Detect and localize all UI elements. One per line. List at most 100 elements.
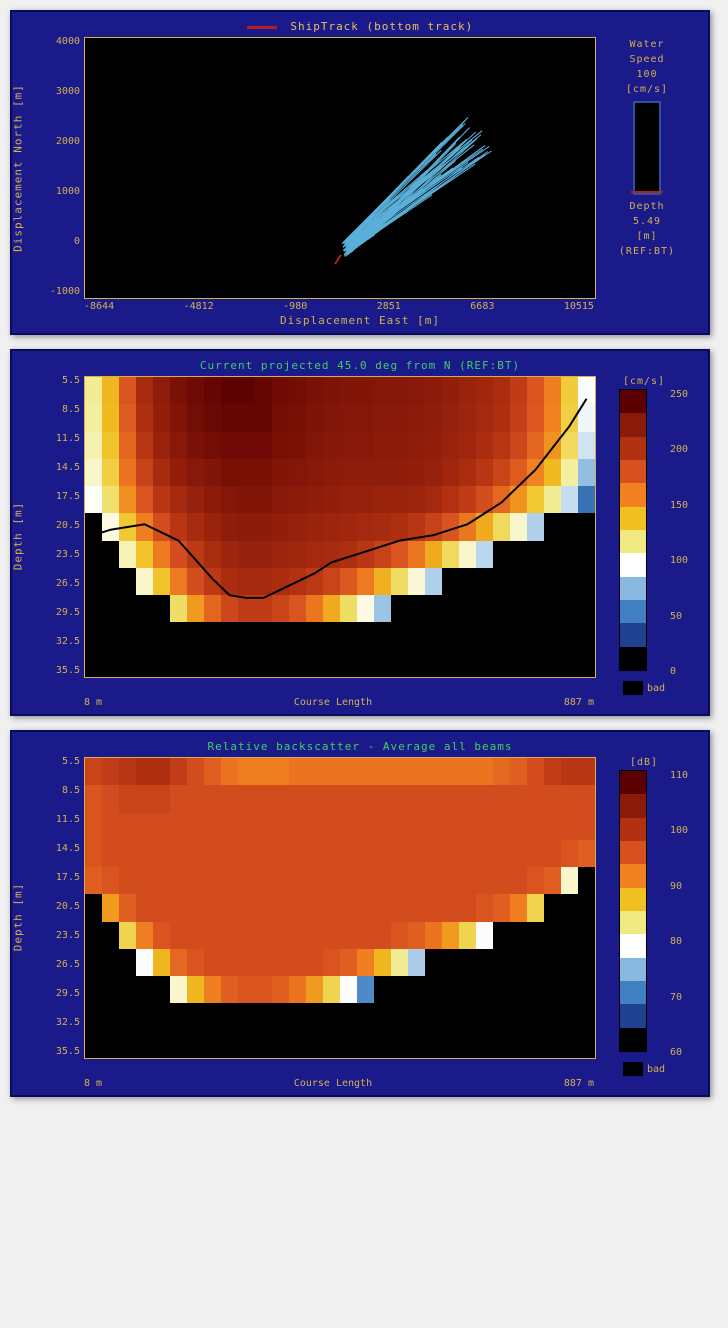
- heatmap-cell: [544, 894, 561, 921]
- heatmap-cell: [493, 785, 510, 812]
- heatmap-cell: [527, 785, 544, 812]
- heatmap-cell: [221, 758, 238, 785]
- heatmap-cell: [408, 840, 425, 867]
- heatmap-cell: [187, 1031, 204, 1058]
- panel2-xlabel: Course Length: [294, 697, 372, 708]
- heatmap-cell: [153, 1031, 170, 1058]
- panel1-side: Water Speed 100 [cm/s] Depth 5.49 [m] (R…: [596, 37, 692, 299]
- heatmap-cell: [238, 949, 255, 976]
- panel1-ylabel-col: Displacement North [m]: [18, 37, 40, 299]
- panel2-bad-label: bad: [647, 683, 665, 694]
- heatmap-cell: [238, 840, 255, 867]
- heatmap-cell: [544, 922, 561, 949]
- depth-unit: [m]: [602, 229, 692, 244]
- colorbar-tick: 60: [670, 1047, 688, 1058]
- panel1-xlabel: Displacement East [m]: [18, 314, 702, 327]
- ytick: 11.5: [40, 815, 80, 825]
- heatmap-cell: [221, 813, 238, 840]
- heatmap-cell: [374, 840, 391, 867]
- heatmap-cell: [442, 922, 459, 949]
- heatmap-cell: [544, 867, 561, 894]
- heatmap-cell: [544, 1003, 561, 1030]
- heatmap-cell: [357, 840, 374, 867]
- heatmap-cell: [391, 976, 408, 1003]
- heatmap-cell: [527, 1031, 544, 1058]
- heatmap-cell: [578, 922, 595, 949]
- heatmap-cell: [527, 813, 544, 840]
- heatmap-cell: [238, 894, 255, 921]
- panel3-ylabel-col: Depth [m]: [18, 757, 40, 1076]
- heatmap-cell: [272, 1031, 289, 1058]
- heatmap-cell: [459, 922, 476, 949]
- colorbar-segment: [620, 553, 646, 576]
- heatmap-cell: [255, 894, 272, 921]
- ytick: 14.5: [40, 844, 80, 854]
- heatmap-cell: [391, 949, 408, 976]
- panel2-ylabel: Depth [m]: [12, 501, 25, 570]
- heatmap-cell: [204, 1003, 221, 1030]
- ytick: 32.5: [40, 1018, 80, 1028]
- colorbar-segment: [620, 981, 646, 1004]
- heatmap-cell: [374, 785, 391, 812]
- ytick: 17.5: [40, 492, 80, 502]
- heatmap-cell: [510, 813, 527, 840]
- heatmap-cell: [255, 785, 272, 812]
- colorbar-segment: [620, 390, 646, 413]
- heatmap-cell: [408, 813, 425, 840]
- heatmap-cell: [102, 758, 119, 785]
- colorbar-segment: [620, 911, 646, 934]
- heatmap-cell: [153, 867, 170, 894]
- ytick: 26.5: [40, 579, 80, 589]
- heatmap-cell: [357, 1031, 374, 1058]
- heatmap-cell: [561, 785, 578, 812]
- heatmap-cell: [221, 1003, 238, 1030]
- heatmap-cell: [306, 976, 323, 1003]
- heatmap-cell: [272, 840, 289, 867]
- heatmap-cell: [170, 1031, 187, 1058]
- heatmap-cell: [187, 840, 204, 867]
- heatmap-cell: [425, 1031, 442, 1058]
- heatmap-cell: [187, 949, 204, 976]
- heatmap-cell: [255, 813, 272, 840]
- ytick: 8.5: [40, 786, 80, 796]
- ytick: 4000: [40, 37, 80, 47]
- heatmap-cell: [578, 867, 595, 894]
- ytick: 29.5: [40, 608, 80, 618]
- heatmap-cell: [204, 758, 221, 785]
- colorbar-segment: [620, 483, 646, 506]
- heatmap-cell: [119, 813, 136, 840]
- heatmap-cell: [323, 785, 340, 812]
- heatmap-cell: [238, 922, 255, 949]
- heatmap-cell: [357, 976, 374, 1003]
- heatmap-cell: [374, 949, 391, 976]
- heatmap-cell: [391, 894, 408, 921]
- heatmap-cell: [272, 922, 289, 949]
- heatmap-cell: [391, 840, 408, 867]
- heatmap-cell: [578, 813, 595, 840]
- heatmap-cell: [221, 894, 238, 921]
- heatmap-cell: [442, 949, 459, 976]
- heatmap-cell: [119, 922, 136, 949]
- heatmap-cell: [119, 1003, 136, 1030]
- heatmap-cell: [510, 976, 527, 1003]
- heatmap-cell: [391, 1031, 408, 1058]
- heatmap-cell: [221, 949, 238, 976]
- heatmap-cell: [391, 785, 408, 812]
- colorbar-segment: [620, 577, 646, 600]
- xtick: 2851: [377, 301, 401, 312]
- heatmap-cell: [527, 867, 544, 894]
- heatmap-cell: [187, 867, 204, 894]
- heatmap-cell: [527, 894, 544, 921]
- panel1-plot: [84, 37, 596, 299]
- heatmap-cell: [459, 894, 476, 921]
- heatmap-cell: [153, 758, 170, 785]
- heatmap-cell: [306, 1031, 323, 1058]
- colorbar-segment: [620, 647, 646, 670]
- bad-swatch-icon: [623, 1062, 643, 1076]
- heatmap-cell: [340, 976, 357, 1003]
- heatmap-cell: [289, 1003, 306, 1030]
- heatmap-cell: [255, 1031, 272, 1058]
- heatmap-cell: [476, 785, 493, 812]
- heatmap-cell: [272, 1003, 289, 1030]
- heatmap-cell: [119, 949, 136, 976]
